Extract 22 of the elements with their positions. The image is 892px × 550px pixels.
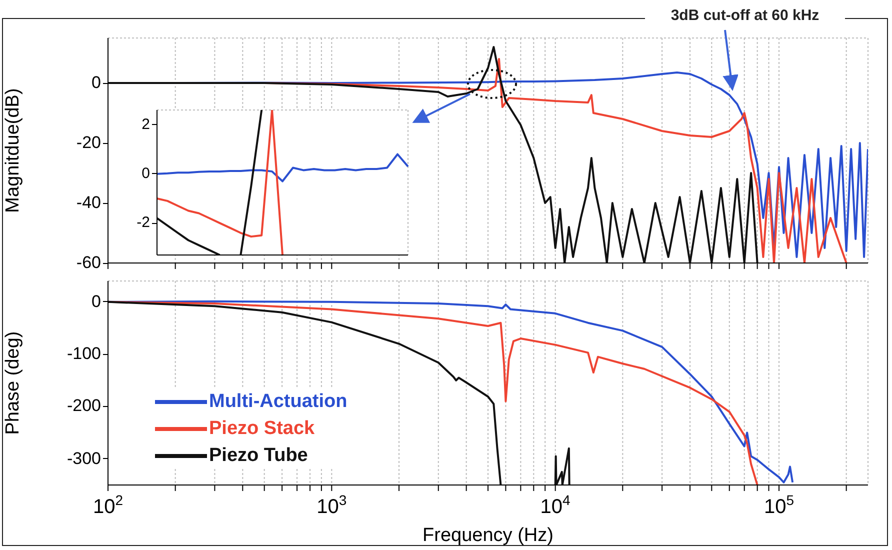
y-tick-label: 2 <box>142 116 150 134</box>
annotation: 3dB cut-off at 60 kHz <box>645 7 845 24</box>
y-tick-label: -2 <box>136 214 150 232</box>
y-tick-label: -60 <box>76 252 101 274</box>
y-tick-label: -40 <box>76 192 101 214</box>
legend-label: Piezo Stack <box>209 418 315 440</box>
x-tick-label: 10$^{2}$ <box>92 492 124 518</box>
x-axis-title: Frequency (Hz) <box>422 525 554 546</box>
y-tick-label: -20 <box>76 132 101 154</box>
y-axis-title: Phase (deg) <box>2 331 24 435</box>
legend-label: Piezo Tube <box>209 444 308 466</box>
y-tick-label: 0 <box>142 164 150 183</box>
y-tick-label: -300 <box>66 448 101 470</box>
x-tick-label: 10$^{5}$ <box>764 492 794 518</box>
y-tick-label: -200 <box>66 396 101 417</box>
y-tick-label: 0 <box>92 72 101 94</box>
y-axis-title: Magnitdue(dB) <box>2 88 24 213</box>
legend-label: Multi-Actuation <box>209 390 348 412</box>
y-tick-label: 0 <box>92 292 101 312</box>
x-tick-label: 10$^{4}$ <box>540 492 571 518</box>
y-tick-label: -100 <box>66 344 101 364</box>
x-tick-label: 10$^{3}$ <box>316 492 347 518</box>
